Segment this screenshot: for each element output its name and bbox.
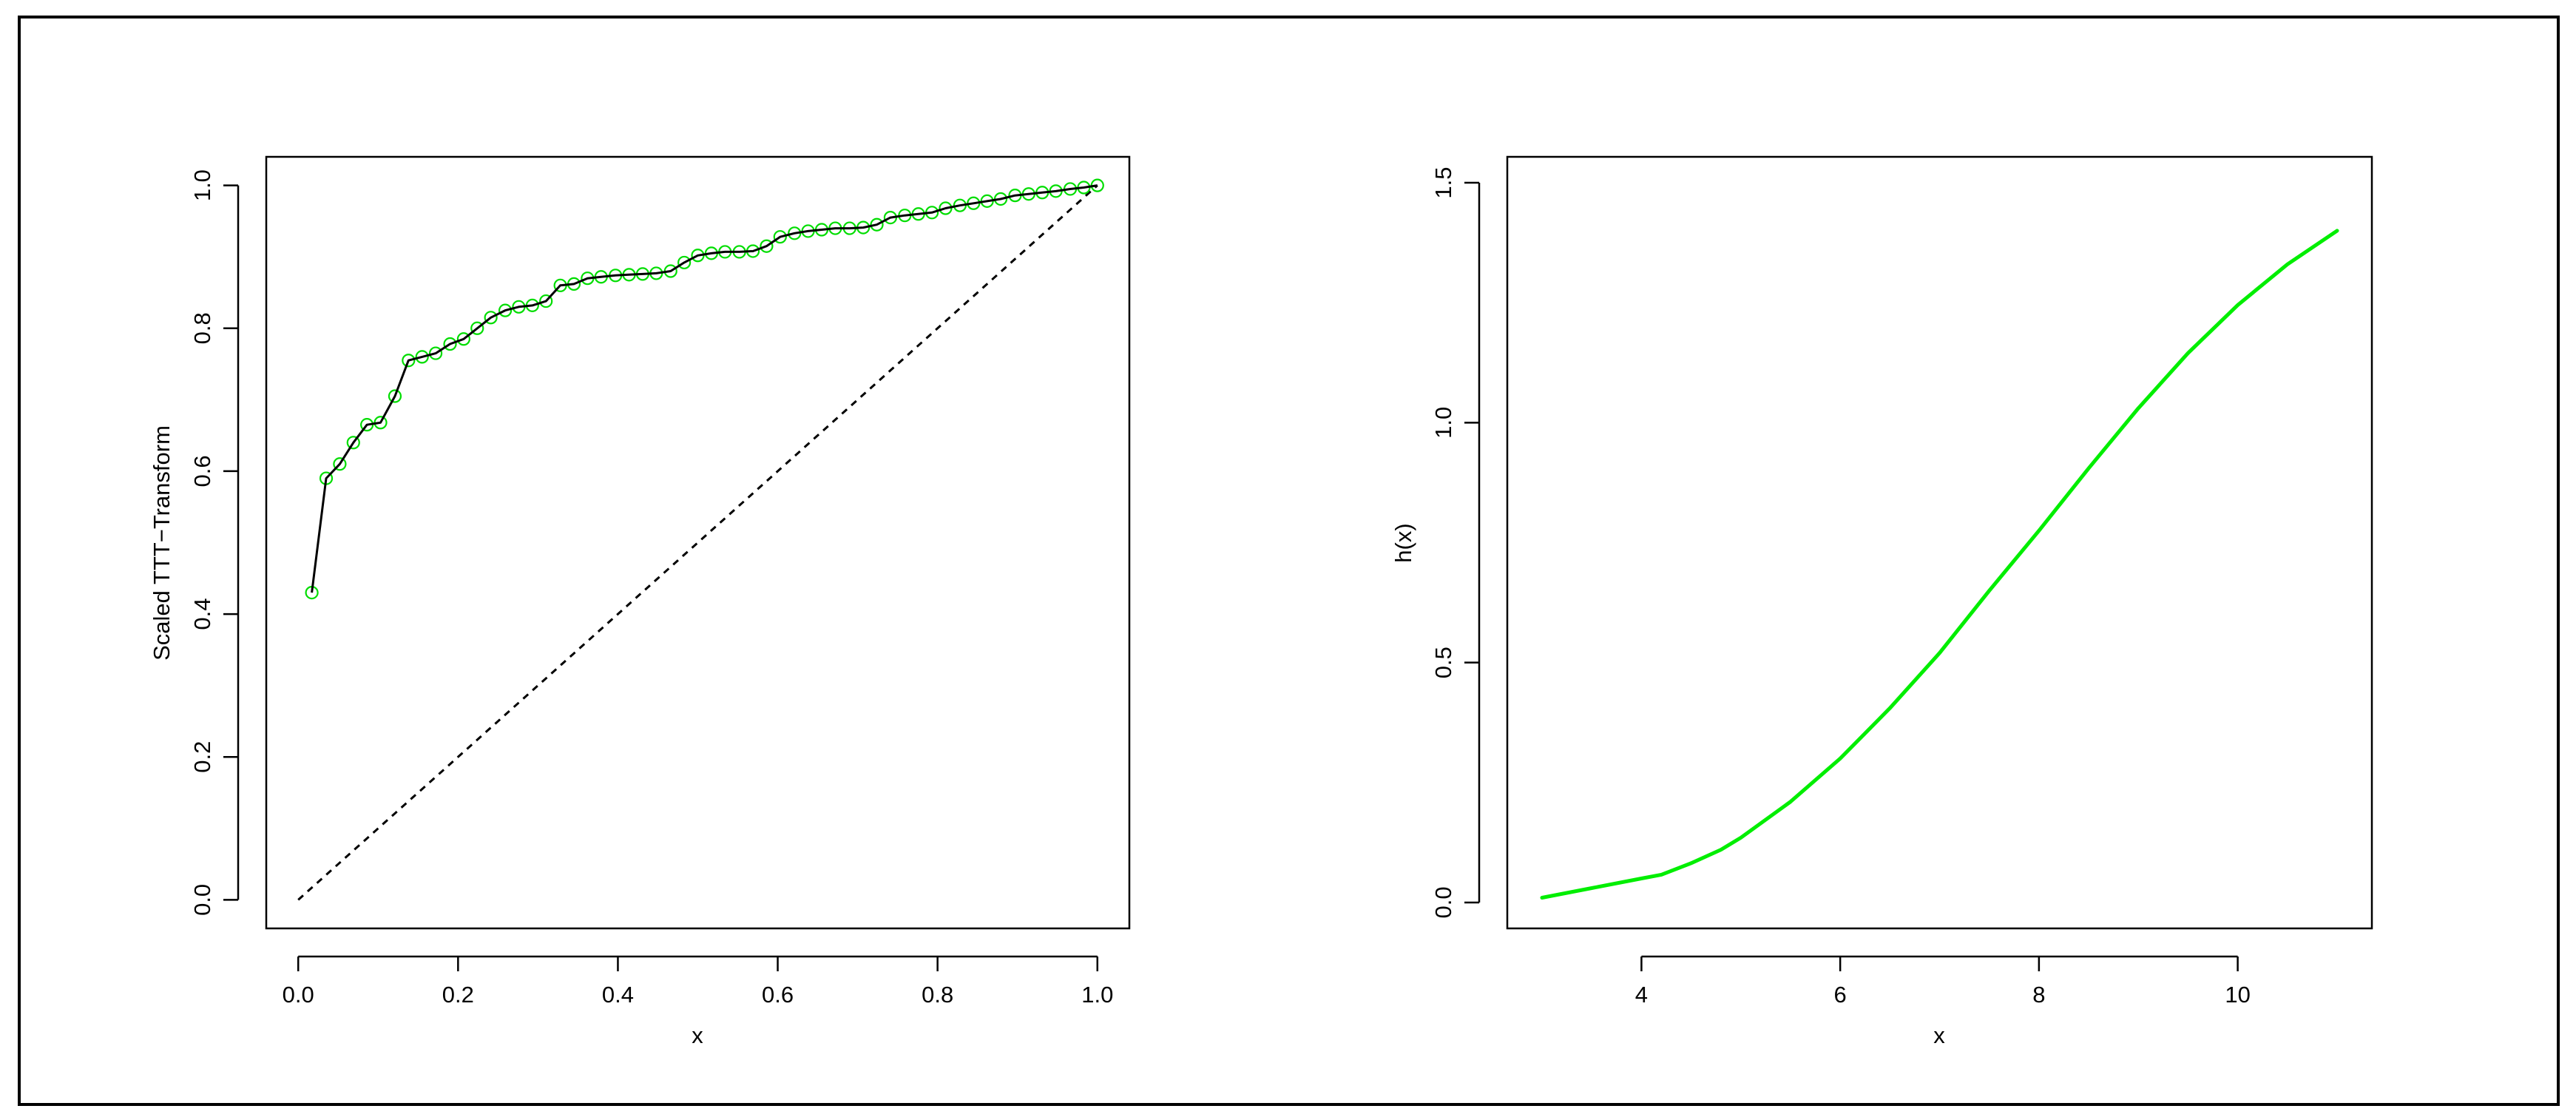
hazard-series-line xyxy=(1540,229,2339,900)
ttt-data-point xyxy=(870,217,884,232)
ttt-x-tick-label: 0.8 xyxy=(922,982,953,1008)
ttt-y-axis: 0.0 0.2 0.4 0.6 0.8 1.0 xyxy=(189,169,240,916)
hazard-data-layer xyxy=(1540,229,2339,900)
ttt-data-point xyxy=(498,303,513,317)
ttt-data-point xyxy=(402,354,416,368)
hazard-y-axis: 0.0 0.5 1.0 1.5 xyxy=(1430,166,1481,919)
hazard-y-tick-label: 0.5 xyxy=(1430,647,1456,678)
ttt-y-tick-label: 0.6 xyxy=(189,455,215,487)
ttt-x-axis-title: x xyxy=(692,1022,703,1048)
ttt-data-point xyxy=(484,311,498,325)
ttt-series-line xyxy=(311,184,1098,593)
ttt-data-point xyxy=(773,230,787,244)
ttt-data-point xyxy=(415,350,429,364)
ttt-y-tick-label: 1.0 xyxy=(189,169,215,201)
ttt-x-tick-label: 0.4 xyxy=(602,982,634,1008)
hazard-x-tick-label: 10 xyxy=(2225,982,2250,1008)
ttt-plot-box xyxy=(265,155,1131,930)
hazard-x-axis: 4 6 8 10 xyxy=(1635,955,2251,1008)
hazard-y-axis-title: h(x) xyxy=(1390,523,1416,562)
ttt-data-layer xyxy=(297,178,1104,901)
hazard-x-tick-label: 4 xyxy=(1635,982,1648,1008)
hazard-x-tick-label: 6 xyxy=(1834,982,1847,1008)
ttt-x-tick-label: 0.6 xyxy=(762,982,794,1008)
ttt-data-point xyxy=(443,337,457,351)
ttt-data-point xyxy=(470,321,484,335)
hazard-plot-panel: 4 6 8 10 0.0 0.5 1.0 1.5 x h(x) xyxy=(1390,155,2373,1048)
ttt-x-axis: 0.0 0.2 0.4 0.6 0.8 1.0 xyxy=(283,955,1113,1008)
ttt-data-point xyxy=(388,389,402,403)
ttt-y-tick-label: 0.0 xyxy=(189,884,215,916)
hazard-y-tick-label: 1.5 xyxy=(1430,166,1456,198)
ttt-y-axis-title: Scaled TTT−Transform xyxy=(149,425,175,661)
ttt-reference-line xyxy=(297,184,1098,901)
ttt-plot-panel: 0.0 0.2 0.4 0.6 0.8 1.0 0.00.20.40.60.81.0 x … xyxy=(149,155,1131,1048)
ttt-data-point xyxy=(456,332,470,346)
outer-frame xyxy=(18,16,2560,1106)
ttt-data-point xyxy=(346,436,360,450)
ttt-data-point xyxy=(677,255,692,270)
ttt-x-tick-label: 0.0 xyxy=(283,982,314,1008)
ttt-y-tick-label: 0.4 xyxy=(189,598,215,630)
ttt-y-tick-label: 0.8 xyxy=(189,312,215,344)
ttt-data-point xyxy=(760,239,774,253)
hazard-x-axis-title: x xyxy=(1933,1022,1945,1048)
ttt-data-point xyxy=(428,346,443,360)
ttt-x-tick-label: 0.2 xyxy=(442,982,474,1008)
ttt-data-point xyxy=(333,457,347,471)
hazard-x-tick-label: 8 xyxy=(2032,982,2045,1008)
ttt-y-tick-label: 0.2 xyxy=(189,741,215,773)
hazard-plot-box xyxy=(1506,155,2373,930)
hazard-y-tick-label: 0.0 xyxy=(1430,886,1456,918)
ttt-x-tick-label: 1.0 xyxy=(1081,982,1113,1008)
ttt-data-point xyxy=(539,294,553,308)
hazard-y-tick-label: 1.0 xyxy=(1430,407,1456,439)
ttt-data-point xyxy=(939,201,953,215)
